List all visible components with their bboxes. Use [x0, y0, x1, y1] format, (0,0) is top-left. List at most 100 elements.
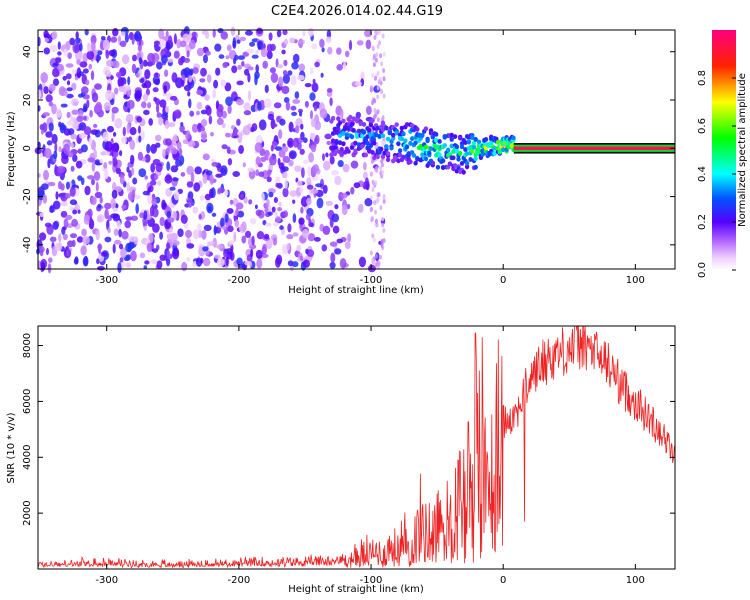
- heatmap-cell: [161, 54, 168, 64]
- heatmap-cell: [69, 37, 76, 46]
- heatmap-cell: [227, 240, 235, 245]
- heatmap-cell: [303, 259, 310, 268]
- heatmap-cell: [84, 29, 89, 36]
- heatmap-cell: [75, 37, 81, 44]
- heatmap-cell: [125, 262, 131, 268]
- heatmap-cell: [155, 162, 163, 173]
- heatmap-cell: [68, 128, 75, 136]
- heatmap-cell: [69, 199, 77, 206]
- heatmap-cell: [440, 165, 446, 170]
- heatmap-cell: [229, 199, 234, 205]
- heatmap-cell: [60, 200, 68, 207]
- heatmap-cell: [156, 103, 160, 113]
- heatmap-cell: [288, 121, 294, 133]
- heatmap-cell: [379, 205, 383, 211]
- heatmap-cell: [39, 249, 44, 257]
- heatmap-cell: [49, 44, 58, 53]
- heatmap-cell: [247, 66, 254, 71]
- heatmap-cell: [146, 242, 153, 253]
- heatmap-cell: [164, 69, 169, 77]
- heatmap-cell: [377, 133, 382, 139]
- heatmap-cell: [44, 222, 52, 228]
- heatmap-cell: [301, 167, 305, 179]
- heatmap-cell: [349, 121, 355, 127]
- heatmap-cell: [309, 67, 314, 75]
- heatmap-cell: [97, 266, 105, 271]
- heatmap-cell: [217, 257, 225, 267]
- heatmap-cell: [385, 136, 391, 142]
- heatmap-cell: [161, 199, 167, 210]
- heatmap-cell: [211, 162, 219, 167]
- heatmap-cell: [291, 261, 299, 268]
- heatmap-cell: [70, 142, 75, 149]
- y-tick-label: -40: [22, 237, 33, 253]
- heatmap-cell: [143, 109, 150, 116]
- heatmap-cell: [125, 242, 133, 253]
- heatmap-cell: [314, 134, 320, 145]
- heatmap-cell: [235, 208, 239, 216]
- heatmap-cell: [330, 252, 336, 263]
- heatmap-cell: [511, 135, 516, 141]
- heatmap-cell: [114, 118, 123, 129]
- heatmap-cell: [288, 150, 297, 160]
- colorbar: 0.0 0.2 0.4 0.6 0.8 Normalized spectral ampl…: [697, 30, 748, 278]
- heatmap-cell: [136, 116, 143, 123]
- heatmap-cell: [144, 80, 152, 89]
- heatmap-cell: [264, 84, 269, 94]
- heatmap-cell: [158, 39, 167, 48]
- heatmap-cell: [408, 159, 413, 165]
- heatmap-cell: [131, 33, 135, 45]
- heatmap-cell: [232, 37, 236, 48]
- heatmap-cell: [153, 40, 161, 46]
- heatmap-cell: [52, 67, 60, 78]
- heatmap-cell: [367, 148, 372, 154]
- heatmap-cell: [139, 212, 145, 219]
- heatmap-cell: [172, 210, 177, 221]
- heatmap-cell: [112, 28, 119, 37]
- heatmap-cell: [363, 152, 368, 158]
- heatmap-cell: [82, 236, 90, 245]
- heatmap-cell: [374, 262, 378, 268]
- heatmap-cell: [286, 234, 294, 240]
- heatmap-cell: [214, 254, 221, 259]
- heatmap-cell: [117, 79, 124, 88]
- heatmap-cell: [65, 214, 73, 221]
- heatmap-cell: [150, 143, 158, 154]
- heatmap-cell: [425, 138, 430, 144]
- heatmap-cell: [236, 257, 243, 266]
- colorbar-tick-label: 0.2: [697, 214, 708, 230]
- heatmap-cell: [95, 181, 99, 192]
- heatmap-cell: [308, 218, 312, 225]
- heatmap-cell: [232, 171, 240, 177]
- heatmap-cell: [91, 161, 96, 172]
- heatmap-cell: [215, 67, 221, 76]
- heatmap-cell: [116, 220, 121, 229]
- heatmap-cell: [225, 132, 231, 138]
- heatmap-cell: [155, 244, 160, 251]
- heatmap-cell: [54, 142, 58, 153]
- heatmap-cell: [205, 50, 211, 56]
- heatmap-cell: [141, 101, 147, 109]
- heatmap-cell: [437, 152, 442, 158]
- heatmap-cell: [323, 160, 331, 171]
- heatmap-cell: [111, 106, 119, 114]
- heatmap-cell: [121, 136, 127, 144]
- heatmap-cell: [108, 160, 112, 165]
- heatmap-cell: [172, 177, 179, 182]
- x-tick-label: -200: [228, 575, 251, 586]
- heatmap-cell: [220, 31, 228, 40]
- heatmap-cell: [471, 144, 477, 150]
- heatmap-cell: [175, 158, 181, 167]
- heatmap-cell: [361, 129, 367, 135]
- heatmap-cell: [93, 171, 101, 181]
- heatmap-cell: [382, 238, 386, 244]
- heatmap-cell: [156, 260, 163, 269]
- heatmap-cell: [381, 170, 384, 175]
- heatmap-cell: [93, 123, 98, 128]
- heatmap-cell: [237, 55, 246, 60]
- heatmap-cell: [112, 243, 116, 254]
- heatmap-cell: [211, 212, 217, 217]
- heatmap-cell: [399, 125, 404, 131]
- heatmap-cell: [213, 225, 217, 236]
- heatmap-cell: [369, 85, 373, 91]
